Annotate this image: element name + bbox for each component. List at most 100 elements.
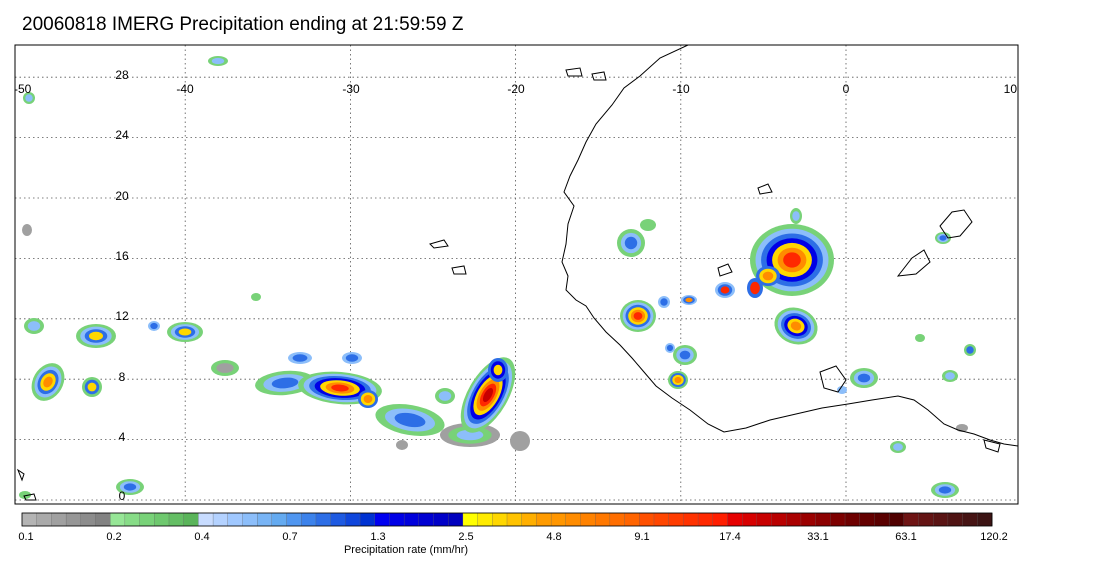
precip-cell (715, 282, 735, 298)
lon-tick-label: -10 (672, 82, 690, 96)
coastline-segment (896, 249, 931, 277)
colorbar-swatch (815, 512, 831, 527)
colorbar-swatches (21, 512, 993, 527)
precip-cell (942, 370, 958, 382)
colorbar-label: 120.2 (980, 531, 1008, 543)
colorbar-swatch (565, 512, 581, 527)
colorbar-swatch (21, 512, 38, 527)
colorbar-label: 2.5 (458, 531, 473, 543)
colorbar-swatch (756, 512, 772, 527)
colorbar-swatch (977, 512, 993, 527)
colorbar-swatch (668, 512, 684, 527)
lat-tick-label: 0 (119, 489, 126, 503)
colorbar-swatch (301, 512, 317, 527)
colorbar-swatch (888, 512, 905, 527)
lon-tick-label: -20 (507, 82, 525, 96)
colorbar-swatch (359, 512, 376, 527)
colorbar-swatch (506, 512, 523, 527)
colorbar-swatch (727, 512, 743, 527)
precip-cell (342, 352, 362, 364)
colorbar-swatch (403, 512, 420, 527)
colorbar-swatch (154, 512, 170, 527)
colorbar-swatch (903, 512, 919, 527)
colorbar-swatch (65, 512, 82, 527)
africa-coastline (561, 45, 1018, 447)
colorbar-swatch (477, 512, 493, 527)
precip-cell (673, 345, 697, 365)
colorbar-swatch (286, 512, 302, 527)
colorbar-swatch (653, 512, 670, 527)
colorbar-swatch (345, 512, 361, 527)
precip-cell (82, 377, 102, 397)
colorbar-swatch (844, 512, 861, 527)
lon-tick-label: -50 (14, 82, 32, 96)
precip-cell (668, 371, 688, 389)
graticule (15, 45, 1018, 504)
colorbar-label: 0.2 (106, 531, 121, 543)
precip-cell (935, 232, 951, 244)
precip-cell (24, 318, 44, 334)
map-title: 20060818 IMERG Precipitation ending at 2… (22, 14, 464, 35)
colorbar-swatch (330, 512, 346, 527)
precip-cell (288, 352, 312, 364)
coastline-segment (819, 365, 847, 393)
lon-tick-label: -40 (176, 82, 194, 96)
precip-cell (681, 295, 697, 305)
colorbar-swatch (95, 512, 111, 527)
colorbar-swatch (227, 512, 243, 527)
colorbar-swatch (683, 512, 699, 527)
coastline-segment (451, 265, 467, 275)
colorbar-swatch (624, 512, 640, 527)
colorbar-swatch (830, 512, 846, 527)
coastline-segment (939, 209, 973, 239)
colorbar-label: 0.7 (282, 531, 297, 543)
lon-tick-label: -30 (342, 82, 360, 96)
precip-cell (931, 482, 959, 498)
lat-tick-label: 4 (119, 430, 126, 444)
precip-cell (510, 431, 530, 451)
colorbar-title: Precipitation rate (mm/hr) (344, 544, 468, 556)
colorbar-swatch (550, 512, 567, 527)
colorbar-swatch (183, 512, 199, 527)
colorbar-label: 0.4 (194, 531, 209, 543)
colorbar-swatch (521, 512, 537, 527)
precip-cell (747, 278, 763, 298)
colorbar-label: 4.8 (546, 531, 561, 543)
colorbar-swatch (595, 512, 611, 527)
colorbar-swatch (256, 512, 273, 527)
lat-tick-label: 12 (115, 309, 129, 323)
colorbar-swatch (947, 512, 964, 527)
lon-tick-label: 0 (843, 82, 850, 96)
colorbar-swatch (80, 512, 96, 527)
colorbar-swatch (786, 512, 802, 527)
colorbar-swatch (742, 512, 758, 527)
colorbar-swatch (609, 512, 626, 527)
precip-cell (837, 386, 847, 394)
precip-cell (850, 368, 878, 388)
precip-cell (617, 229, 645, 257)
precip-cell (964, 344, 976, 356)
precip-cell (396, 440, 408, 450)
lon-tick-label: 10 (1004, 82, 1018, 96)
colorbar-swatch (271, 512, 288, 527)
precip-cell (488, 358, 508, 382)
map-frame (14, 44, 1019, 505)
lat-tick-label: 28 (115, 68, 129, 82)
colorbar-swatch (536, 512, 552, 527)
precip-cell (19, 491, 31, 499)
precip-cell (890, 441, 906, 453)
colorbar-swatch (389, 512, 405, 527)
precip-cell (375, 404, 445, 436)
coastline-segment (591, 71, 607, 81)
lat-tick-label: 24 (115, 128, 129, 142)
colorbar-swatch (771, 512, 787, 527)
colorbar-swatch (712, 512, 728, 527)
coastline-segment (983, 439, 1001, 453)
colorbar-swatch (918, 512, 934, 527)
precip-cell (148, 321, 160, 331)
colorbar-swatch (448, 512, 464, 527)
colorbar-label: 63.1 (895, 531, 916, 543)
colorbar-swatch (639, 512, 655, 527)
map-plot-area (15, 45, 1018, 504)
